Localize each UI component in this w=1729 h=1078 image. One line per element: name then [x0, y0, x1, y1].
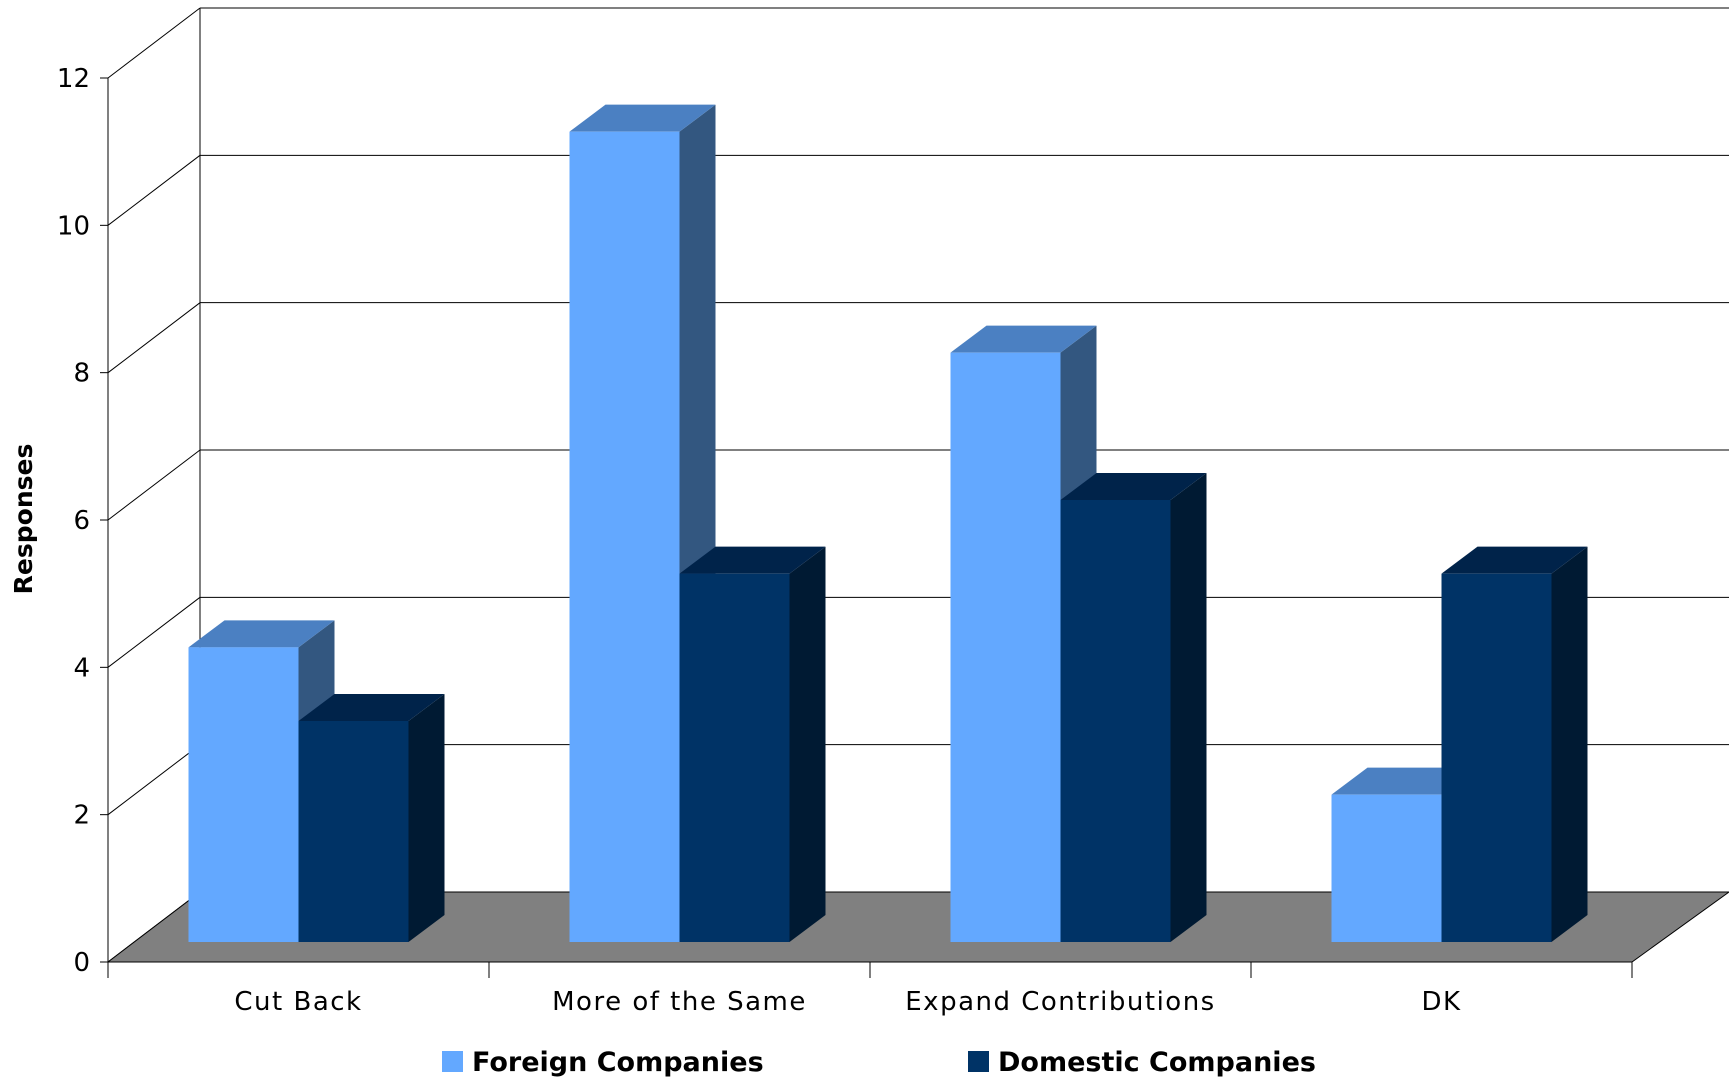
bar-front: [298, 721, 409, 942]
bar-side: [1551, 546, 1588, 942]
legend-swatch: [442, 1051, 463, 1072]
bar: [569, 104, 716, 942]
y-axis-title: Responses: [9, 444, 38, 595]
bar-front: [188, 647, 299, 942]
x-axis: Cut Back More of the Same Expand Contribut…: [107, 961, 1633, 1017]
bar: [1060, 473, 1207, 942]
bar-top: [1060, 473, 1207, 500]
y-axis: 0 2 4 6 8 10 12: [57, 8, 201, 978]
y-tick-label: 0: [73, 948, 90, 978]
bar-top: [1331, 767, 1478, 795]
bar-side: [408, 694, 445, 942]
legend: Foreign Companies Domestic Companies: [442, 1047, 1316, 1078]
gridline-depth: [107, 449, 201, 521]
legend-swatch: [968, 1051, 989, 1072]
y-tick-label: 2: [73, 801, 90, 831]
bar: [1441, 546, 1588, 942]
y-tick-label: 12: [57, 64, 90, 94]
bar-top: [679, 546, 826, 574]
bar-top: [1441, 546, 1588, 574]
legend-label: Foreign Companies: [472, 1047, 764, 1078]
bar-front: [1441, 573, 1552, 942]
gridline-depth: [107, 596, 201, 668]
bar-front: [1060, 500, 1171, 942]
legend-label: Domestic Companies: [998, 1047, 1316, 1078]
bar-top: [569, 104, 716, 132]
legend-item: Domestic Companies: [968, 1047, 1316, 1078]
gridline-depth: [107, 154, 201, 226]
bar-top: [298, 694, 445, 721]
x-tick-label: More of the Same: [552, 987, 807, 1017]
y-tick-label: 6: [73, 506, 90, 536]
bar: [298, 694, 445, 942]
bar-top: [950, 325, 1097, 353]
gridline-depth: [107, 302, 201, 374]
y-tick-label: 10: [57, 211, 90, 241]
bar-front: [569, 131, 680, 942]
bar: [950, 325, 1097, 943]
bar-side: [1170, 473, 1207, 942]
x-tick-label: Expand Contributions: [905, 987, 1215, 1017]
bar-top: [188, 620, 335, 648]
legend-item: Foreign Companies: [442, 1047, 764, 1078]
gridline-depth: [107, 744, 201, 816]
y-tick-label: 4: [73, 653, 90, 683]
gridline-depth: [107, 7, 201, 79]
x-tick-label: Cut Back: [234, 987, 362, 1017]
y-tick-label: 8: [73, 359, 90, 389]
bar-front: [950, 352, 1061, 943]
bar: [679, 546, 826, 942]
bar-front: [1331, 794, 1442, 942]
bar-side: [789, 546, 826, 942]
x-tick-label: DK: [1421, 987, 1461, 1017]
bar-front: [679, 573, 790, 942]
bars: [188, 104, 1588, 943]
